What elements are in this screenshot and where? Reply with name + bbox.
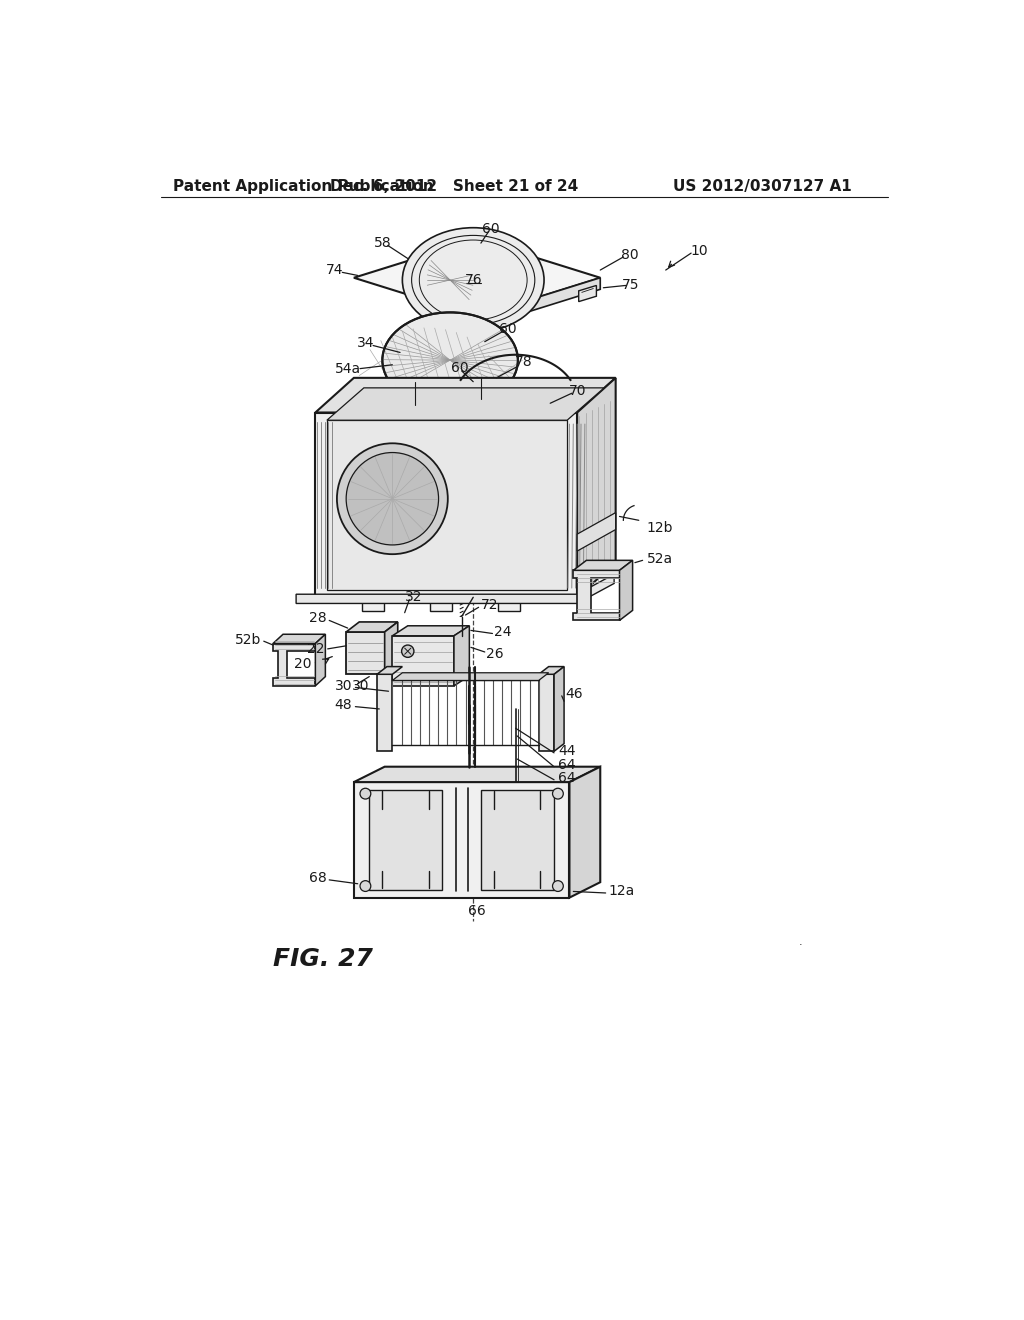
Polygon shape [273,644,315,686]
Polygon shape [354,239,600,317]
Text: 75: 75 [623,279,640,293]
Text: 22: 22 [307,642,325,656]
Text: 66: 66 [468,904,486,919]
Polygon shape [454,626,469,686]
Text: 80: 80 [621,248,638,261]
Polygon shape [354,767,600,781]
Text: 10: 10 [690,244,708,257]
Text: 52a: 52a [646,552,673,566]
Text: .: . [799,937,802,948]
Polygon shape [578,378,615,598]
Text: 64: 64 [558,758,575,772]
Polygon shape [499,598,520,611]
Polygon shape [569,767,600,898]
Ellipse shape [360,880,371,891]
Polygon shape [362,598,384,611]
Ellipse shape [360,788,371,799]
Polygon shape [481,789,554,890]
Text: 78: 78 [514,355,532,370]
Text: 60: 60 [451,360,468,375]
Text: 70: 70 [568,384,586,397]
Text: 58: 58 [375,236,392,249]
Polygon shape [315,378,615,412]
Text: 74: 74 [326,263,343,277]
Polygon shape [327,420,567,590]
Text: 32: 32 [406,590,423,605]
Polygon shape [477,277,600,327]
Text: 64: 64 [558,771,575,785]
Ellipse shape [346,453,438,545]
Text: 28: 28 [309,611,327,626]
Polygon shape [392,673,549,681]
Polygon shape [578,512,615,552]
Text: 26: 26 [486,647,504,660]
Text: 34: 34 [356,337,374,350]
Polygon shape [377,675,392,751]
Ellipse shape [553,880,563,891]
Ellipse shape [553,788,563,799]
Polygon shape [385,622,397,675]
Polygon shape [573,570,620,620]
Text: 44: 44 [558,744,575,758]
Text: 24: 24 [494,624,512,639]
Ellipse shape [382,313,518,408]
Polygon shape [377,667,402,675]
Text: 30: 30 [352,678,370,693]
Polygon shape [346,622,397,632]
Text: 76: 76 [465,273,482,286]
Text: 72: 72 [481,598,499,612]
Text: 30: 30 [335,678,352,693]
Polygon shape [539,675,554,751]
Text: 60: 60 [499,322,517,337]
Text: 12a: 12a [608,884,634,899]
Polygon shape [392,626,469,636]
Polygon shape [573,561,633,570]
Text: 48: 48 [335,698,352,711]
Ellipse shape [337,444,447,554]
Polygon shape [354,781,569,898]
Polygon shape [327,388,604,420]
Polygon shape [554,667,564,751]
Text: 68: 68 [309,871,327,886]
Text: Dec. 6, 2012   Sheet 21 of 24: Dec. 6, 2012 Sheet 21 of 24 [330,180,579,194]
Text: 20: 20 [294,657,311,672]
Polygon shape [392,636,454,686]
Polygon shape [620,561,633,620]
Polygon shape [370,789,442,890]
Text: US 2012/0307127 A1: US 2012/0307127 A1 [673,180,851,194]
Ellipse shape [401,645,414,657]
Text: 12b: 12b [646,521,673,535]
Polygon shape [346,632,385,675]
Text: Patent Application Publication: Patent Application Publication [173,180,433,194]
Ellipse shape [402,228,544,333]
Text: 46: 46 [565,686,584,701]
Text: 54a: 54a [336,362,361,376]
Polygon shape [296,574,614,603]
Text: FIG. 27: FIG. 27 [273,948,373,972]
Polygon shape [273,635,326,644]
Text: 60: 60 [482,222,500,236]
Polygon shape [430,598,452,611]
Polygon shape [539,667,564,675]
Polygon shape [315,635,326,686]
Polygon shape [315,412,578,598]
Polygon shape [579,285,596,302]
Text: 52b: 52b [236,632,261,647]
